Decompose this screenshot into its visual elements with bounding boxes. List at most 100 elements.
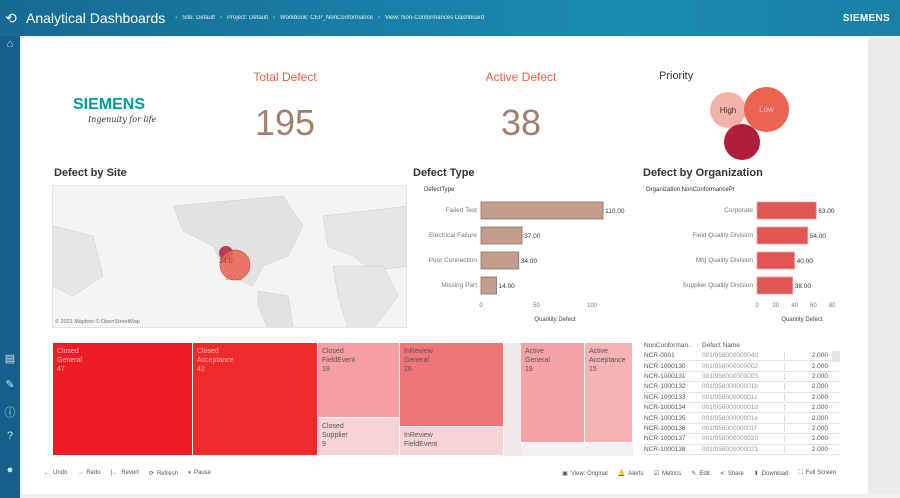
priority-bubble-medium[interactable] bbox=[724, 124, 760, 160]
treemap-count: 18 bbox=[322, 366, 330, 373]
table-row[interactable]: NCR-1000135 001f95800000001e 2.000 bbox=[644, 413, 840, 424]
priority-bubble-low[interactable]: Low bbox=[744, 87, 789, 132]
treemap-cell[interactable]: Closed FieldEvent 18 bbox=[318, 343, 400, 418]
treemap-status: Closed bbox=[322, 348, 344, 355]
treemap-type: FieldEvent bbox=[404, 441, 438, 448]
bar bbox=[480, 201, 604, 220]
toolbar-label: View: Original bbox=[570, 470, 608, 477]
x-tick-label: 50 bbox=[533, 303, 540, 309]
table-row[interactable]: NCR-1000132 001f95800000001b 2.000 bbox=[644, 382, 840, 393]
breadcrumb-item[interactable]: View: Non-Conformances Dashboard bbox=[384, 15, 485, 21]
home-icon[interactable]: ⌂ bbox=[6, 38, 14, 50]
info-icon[interactable]: ⓘ bbox=[4, 407, 16, 419]
table-cell: NCR-1000134 bbox=[644, 404, 686, 412]
table-cell: NCR-1000131 bbox=[644, 372, 686, 380]
toolbar-metrics-button[interactable]: ☑ Metrics bbox=[654, 470, 682, 477]
treemap-count: 47 bbox=[57, 366, 65, 373]
bar bbox=[480, 226, 523, 245]
defect-type-chart[interactable]: Failed Test 110.00 Electrical Failure 37.00… bbox=[400, 195, 630, 325]
user-icon[interactable]: ● bbox=[6, 464, 14, 476]
redo-icon: → bbox=[77, 469, 84, 476]
scrollbar[interactable] bbox=[868, 38, 900, 494]
table-row[interactable]: NCR-0001 001f95800000004d 2.000 bbox=[644, 351, 840, 362]
x-tick-label: 80 bbox=[829, 303, 836, 309]
bubble-label: Low bbox=[759, 105, 774, 114]
treemap-cell[interactable]: Closed Supplier 9 bbox=[318, 418, 400, 456]
treemap-cell[interactable]: InReview FieldEvent bbox=[400, 427, 504, 456]
table-cell: 001f95800000001e bbox=[702, 414, 759, 422]
defect-org-chart[interactable]: Corporate 63.00 Field Quality Division 54.0… bbox=[630, 195, 860, 325]
toolbar-label: Redo bbox=[86, 469, 101, 476]
x-tick-label: 40 bbox=[791, 303, 798, 309]
toolbar-label: Pause bbox=[193, 469, 211, 476]
table-row[interactable]: NCR-1000137 001f958000000020 2.000 bbox=[644, 434, 840, 445]
table-row[interactable]: NCR-1000136 001f95800000001f 2.000 bbox=[644, 424, 840, 435]
toolbar-label: Full Screen bbox=[805, 469, 836, 476]
x-tick-label: 100 bbox=[587, 303, 598, 309]
table-cell: NCR-1000137 bbox=[644, 435, 686, 443]
toolbar-alerts-button[interactable]: 🔔 Alerts bbox=[618, 470, 644, 477]
defect-org-dimension: Organization NonConformancePr bbox=[646, 187, 735, 193]
treemap-cell[interactable]: InReview General 26 bbox=[400, 343, 504, 427]
toolbar-revert-button[interactable]: |← Revert bbox=[111, 470, 139, 477]
x-tick-label: 60 bbox=[810, 303, 817, 309]
treemap-cell[interactable]: Active Acceptance 15 bbox=[585, 343, 633, 443]
col-header[interactable]: Defect Name bbox=[702, 342, 740, 349]
kpi-total-title: Total Defect bbox=[253, 70, 317, 84]
breadcrumb-item[interactable]: Project: Default bbox=[226, 15, 269, 21]
defect-map[interactable]: 34.0 161.0 © 2021 Mapbox © OpenStreetMap bbox=[52, 185, 407, 328]
treemap-cell[interactable]: Closed General 47 bbox=[53, 343, 193, 456]
map-attribution: © 2021 Mapbox © OpenStreetMap bbox=[55, 319, 140, 325]
table-cell: 2.000 bbox=[784, 383, 830, 391]
table-row[interactable]: NCR-1000130 001f958000000002 2.000 bbox=[644, 361, 840, 372]
x-tick-label: 0 bbox=[479, 303, 483, 309]
table-row[interactable]: NCR-1000138 001f958000000021 2.000 bbox=[644, 445, 840, 455]
treemap-status: InReview bbox=[404, 348, 433, 355]
treemap-count: 19 bbox=[525, 366, 533, 373]
toolbar-refresh-button[interactable]: ⟳ Refresh bbox=[149, 470, 178, 477]
toolbar-label: Edit bbox=[699, 470, 710, 477]
map-label: 161.0 bbox=[225, 275, 243, 282]
bar-value-label: 110.00 bbox=[605, 208, 625, 215]
toolbar-label: Metrics bbox=[661, 470, 682, 477]
table-row[interactable]: NCR-1000134 001f95800000001d 2.000 bbox=[644, 403, 840, 414]
breadcrumb-separator: › bbox=[175, 15, 178, 21]
help-icon[interactable]: ? bbox=[6, 430, 14, 442]
bar-value-label: 40.00 bbox=[797, 258, 814, 265]
pause-icon: ⏸ bbox=[187, 469, 191, 476]
table-scrollbar[interactable] bbox=[832, 351, 840, 362]
bar-category-label: Poor Connection bbox=[429, 257, 478, 264]
x-axis-label: Quantity Defect bbox=[534, 317, 576, 323]
revert-icon: |← bbox=[110, 469, 119, 476]
table-cell: NCR-1000132 bbox=[644, 383, 686, 391]
breadcrumb-item[interactable]: Site: Default bbox=[182, 15, 215, 21]
table-cell: 001f958000000020 bbox=[702, 435, 759, 443]
toolbar-edit-button[interactable]: ✎ Edit bbox=[691, 470, 709, 477]
bar-category-label: Missing Part bbox=[441, 282, 477, 289]
table-cell: 001f95800000001c bbox=[702, 393, 758, 401]
toolbar-undo-button[interactable]: ← Undo bbox=[44, 470, 67, 477]
toolbar-pause-button[interactable]: ⏸ Pause bbox=[188, 470, 211, 477]
toolbar-download-button[interactable]: ⬇ Download bbox=[754, 470, 789, 477]
toolbar-share-button[interactable]: ≺ Share bbox=[720, 470, 744, 477]
toolbar-redo-button[interactable]: → Redo bbox=[77, 470, 100, 477]
breadcrumb-item[interactable]: Workbook: CEP_NonConformance bbox=[280, 15, 373, 21]
toolbar-view-original-button[interactable]: ▣ View: Original bbox=[562, 470, 608, 477]
table-cell: 001f95800000001d bbox=[702, 404, 759, 412]
bar-category-label: Supplier Quality Division bbox=[683, 282, 754, 289]
treemap-cell[interactable]: Active General 19 bbox=[521, 343, 585, 443]
priority-bubble-high[interactable]: High bbox=[710, 92, 746, 128]
table-cell: 2.000 bbox=[784, 372, 830, 380]
dashboard-icon[interactable]: ▤ bbox=[4, 353, 16, 365]
col-header[interactable]: NonConforman.. bbox=[644, 342, 692, 349]
defect-table[interactable]: NonConforman.. Defect Name NCR-0001 001f95… bbox=[644, 342, 840, 455]
toolbar-full-screen-button[interactable]: ⛶ Full Screen bbox=[798, 470, 836, 477]
treemap-cell[interactable]: Closed Acceptance 42 bbox=[193, 343, 318, 456]
table-row[interactable]: NCR-1000133 001f95800000001c 2.000 bbox=[644, 393, 840, 403]
table-cell: 001f95800000001b bbox=[702, 383, 759, 391]
table-cell: NCR-1000130 bbox=[644, 362, 686, 370]
back-icon[interactable]: ⟲ bbox=[5, 9, 17, 26]
table-row[interactable]: NCR-1000131 001f958000000003 2.000 bbox=[644, 372, 840, 383]
edit-icon[interactable]: ✎ bbox=[5, 379, 15, 391]
breadcrumb-separator: › bbox=[377, 15, 380, 21]
